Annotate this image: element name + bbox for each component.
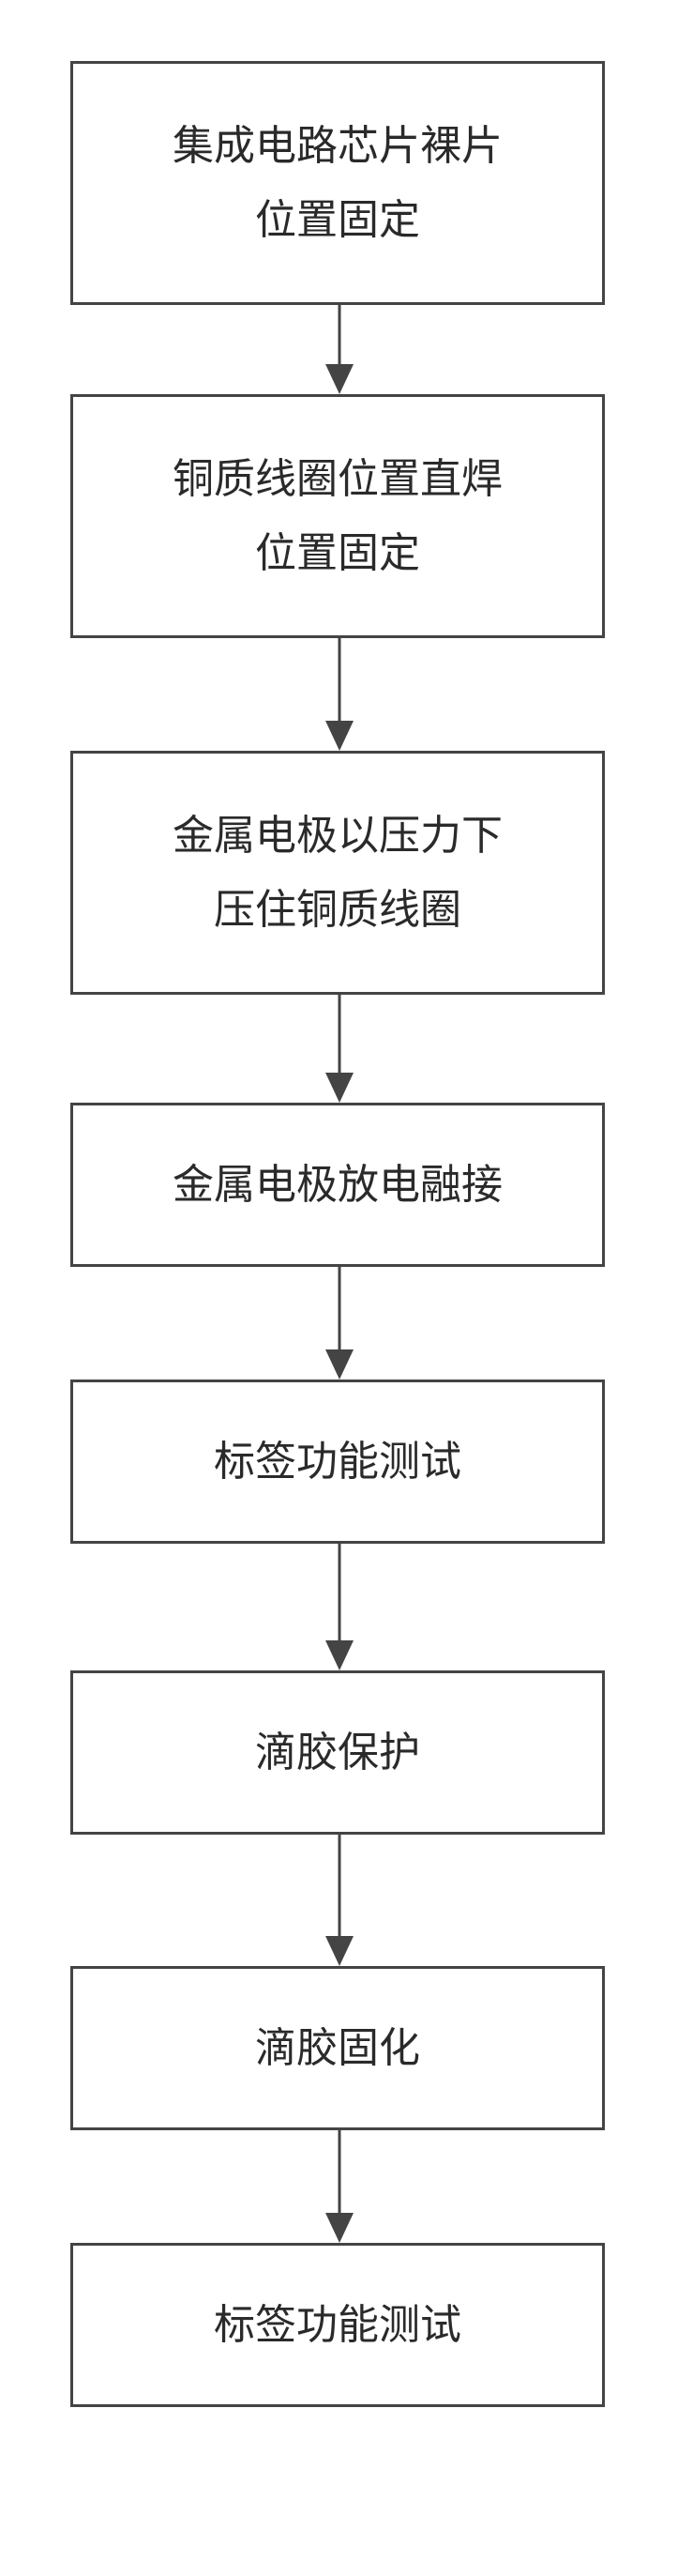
arrow-line <box>338 305 340 364</box>
arrow-head-icon <box>325 1349 354 1379</box>
flow-node-n1: 集成电路芯片裸片 位置固定 <box>70 61 605 305</box>
flow-node-label: 标签功能测试 <box>214 1425 461 1499</box>
flow-node-label: 金属电极放电融接 <box>173 1148 503 1222</box>
flow-node-n7: 滴胶固化 <box>70 1966 605 2130</box>
flow-node-n5: 标签功能测试 <box>70 1379 605 1544</box>
arrow-line <box>338 1544 340 1640</box>
flow-node-label: 铜质线圈位置直焊 位置固定 <box>173 442 503 590</box>
arrow-head-icon <box>325 721 354 751</box>
arrow-head-icon <box>325 2213 354 2243</box>
arrow-line <box>338 1835 340 1936</box>
flow-node-n4: 金属电极放电融接 <box>70 1103 605 1267</box>
arrow-line <box>338 638 340 721</box>
flow-node-label: 滴胶保护 <box>255 1715 420 1790</box>
arrow-line <box>338 2130 340 2213</box>
flow-node-label: 标签功能测试 <box>214 2288 461 2362</box>
flow-node-label: 滴胶固化 <box>255 2011 420 2085</box>
flow-node-n8: 标签功能测试 <box>70 2243 605 2407</box>
flow-node-n6: 滴胶保护 <box>70 1670 605 1835</box>
flowchart-canvas: 集成电路芯片裸片 位置固定铜质线圈位置直焊 位置固定金属电极以压力下 压住铜质线… <box>0 0 678 2576</box>
arrow-line <box>338 995 340 1073</box>
arrow-head-icon <box>325 1936 354 1966</box>
arrow-head-icon <box>325 1640 354 1670</box>
flow-node-label: 金属电极以压力下 压住铜质线圈 <box>173 799 503 947</box>
flow-node-n3: 金属电极以压力下 压住铜质线圈 <box>70 751 605 995</box>
flow-node-label: 集成电路芯片裸片 位置固定 <box>173 109 503 257</box>
arrow-head-icon <box>325 1073 354 1103</box>
flow-node-n2: 铜质线圈位置直焊 位置固定 <box>70 394 605 638</box>
arrow-head-icon <box>325 364 354 394</box>
arrow-line <box>338 1267 340 1349</box>
